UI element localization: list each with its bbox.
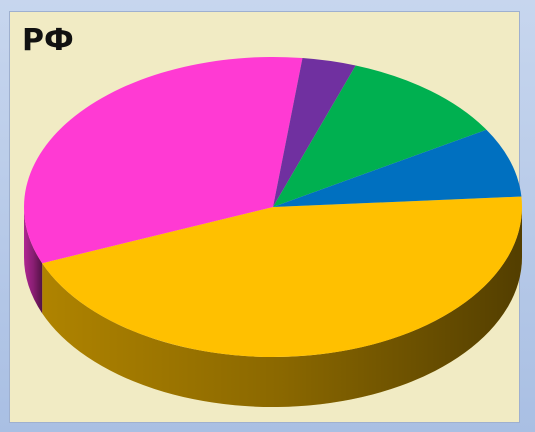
pie-slice-side-shade-1 <box>42 207 522 407</box>
pie-slice-3 <box>273 58 356 207</box>
pie-slice-side-shade-2 <box>24 207 43 314</box>
pie-slice-5 <box>273 129 522 207</box>
pie-top <box>24 57 522 357</box>
chart-title: РФ <box>22 23 74 58</box>
pie-slice-4 <box>273 65 487 207</box>
pie-slice-1 <box>42 196 522 357</box>
pie-slice-2 <box>24 57 303 264</box>
pie-sides <box>24 207 522 407</box>
